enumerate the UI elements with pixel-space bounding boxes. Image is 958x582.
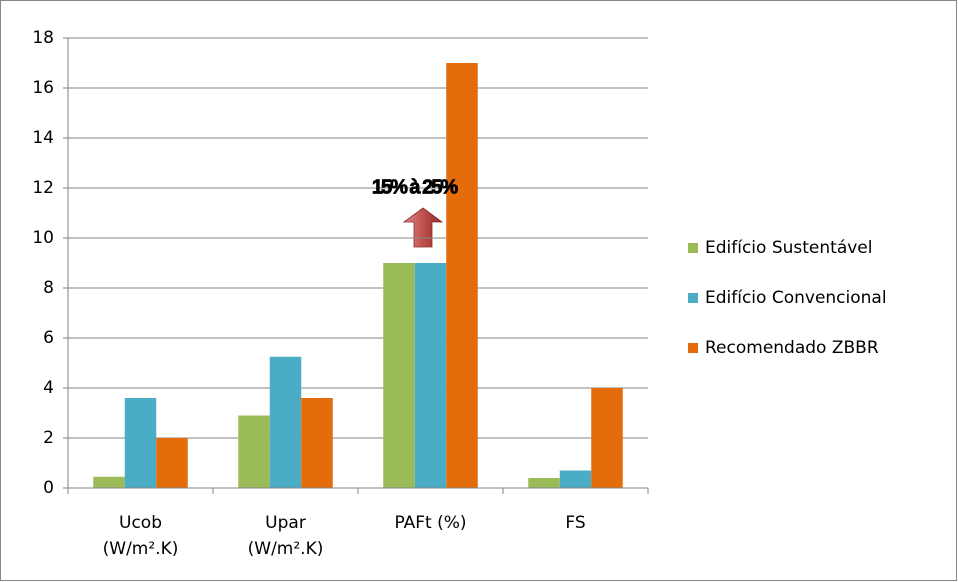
bar — [383, 263, 415, 488]
bar — [269, 356, 302, 488]
legend-swatch — [688, 293, 698, 303]
bar — [528, 478, 560, 488]
x-tick-label: FS — [565, 513, 585, 533]
y-tick-label: 8 — [43, 278, 54, 298]
y-tick-label: 14 — [32, 128, 54, 148]
legend-label: Recomendado ZBBR — [705, 338, 879, 358]
y-tick-label: 18 — [32, 28, 54, 48]
y-tick-label: 6 — [43, 328, 54, 348]
y-tick-label: 10 — [32, 228, 54, 248]
x-tick-label: Upar — [265, 513, 306, 533]
bar — [591, 388, 623, 488]
y-tick-label: 4 — [43, 378, 54, 398]
bar — [559, 470, 592, 488]
y-tick-label: 16 — [32, 78, 54, 98]
x-tick-label: (W/m².K) — [103, 539, 179, 559]
y-tick-label: 0 — [43, 478, 54, 498]
y-tick-label: 12 — [32, 178, 54, 198]
bar — [93, 476, 125, 488]
legend-swatch — [688, 243, 698, 253]
x-tick-label: PAFt (%) — [394, 513, 466, 533]
bar — [446, 63, 478, 488]
annotation-arrow — [402, 207, 444, 248]
legend-label: Edifício Convencional — [705, 288, 887, 308]
bar — [414, 263, 447, 488]
bar — [156, 438, 188, 488]
legend-label: Edifício Sustentável — [705, 238, 873, 258]
x-tick-label: (W/m².K) — [248, 539, 324, 559]
x-tick-label: Ucob — [119, 513, 162, 533]
bar — [124, 398, 157, 488]
legend-swatch — [688, 343, 698, 353]
annotation: 15% à 25% — [372, 176, 459, 198]
bar — [301, 398, 333, 488]
bar — [238, 415, 270, 488]
y-tick-label: 2 — [43, 428, 54, 448]
